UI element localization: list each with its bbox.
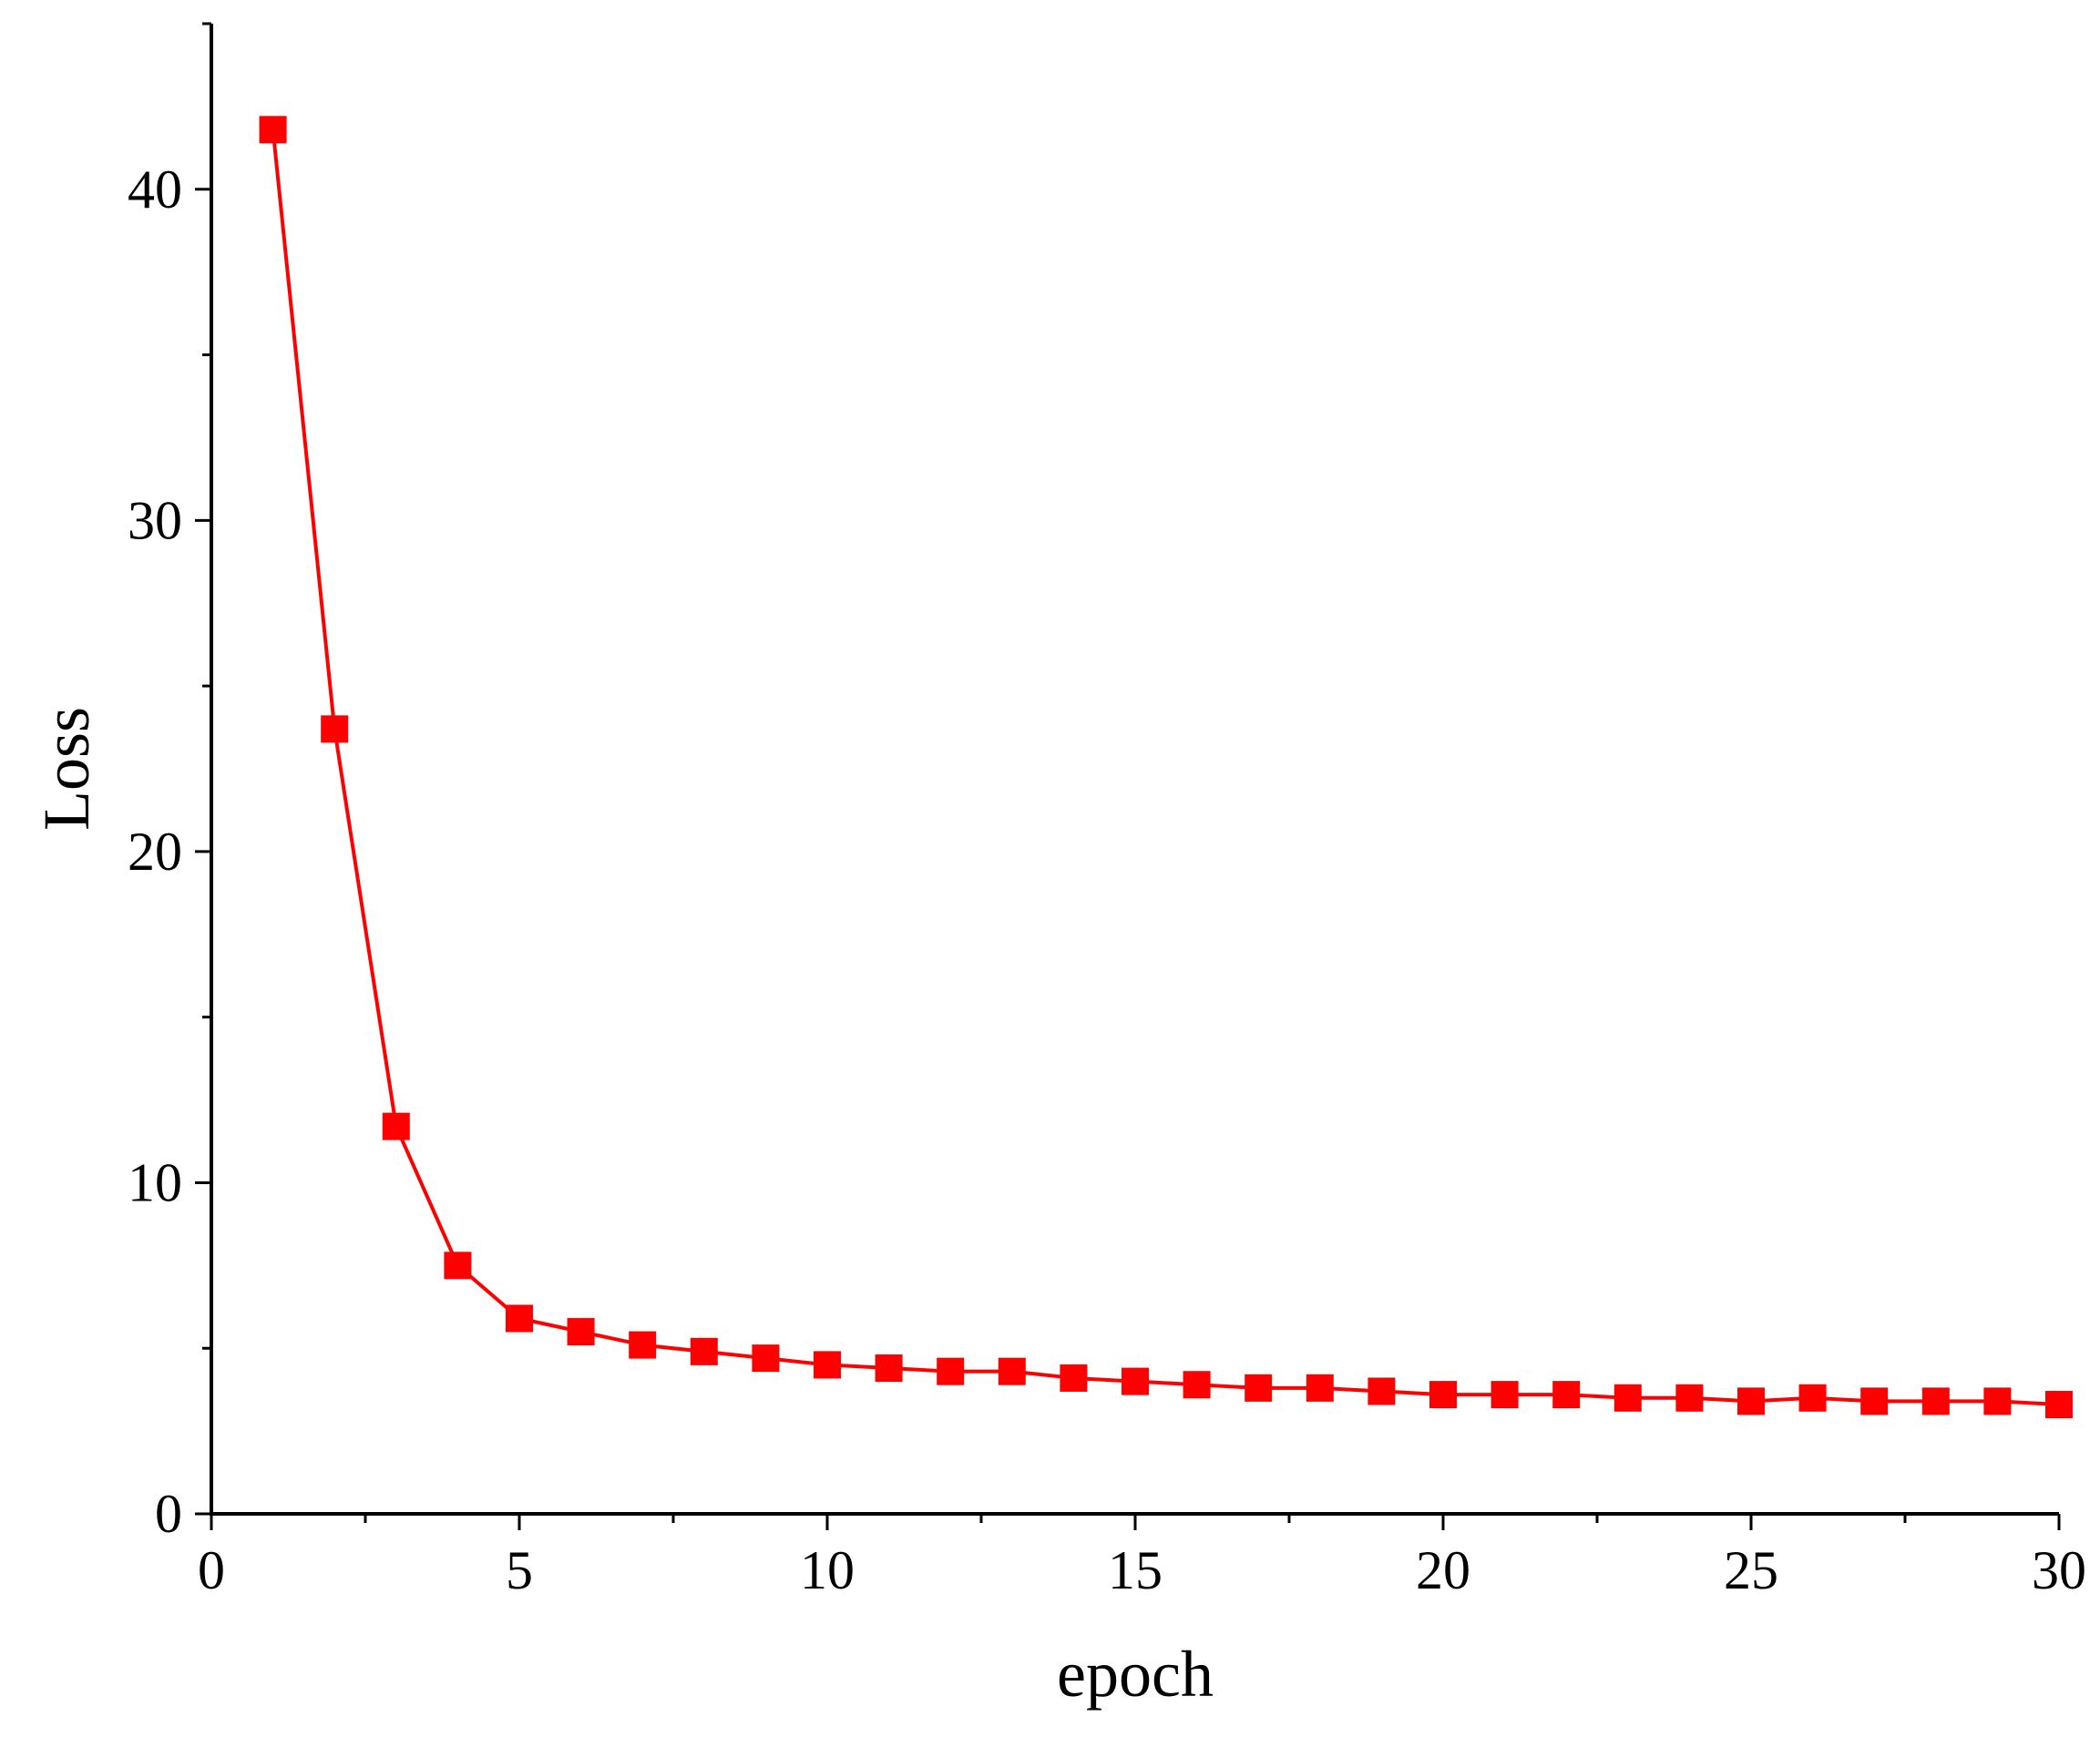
series-line-segment	[394, 1125, 460, 1267]
data-point-marker	[1860, 1387, 1889, 1415]
x-tick-label: 0	[198, 1540, 225, 1600]
data-point-marker	[1122, 1367, 1149, 1395]
data-point-marker	[1429, 1381, 1457, 1409]
plot-area	[259, 116, 2073, 1419]
y-tick-label: 30	[128, 490, 182, 550]
x-tick-label: 10	[800, 1540, 855, 1600]
data-point-marker	[1983, 1387, 2012, 1415]
data-point-marker	[1306, 1374, 1334, 1402]
x-tick-label: 20	[1416, 1540, 1470, 1600]
y-tick-label: 20	[128, 822, 182, 882]
data-point-marker	[937, 1357, 965, 1385]
data-point-marker	[1613, 1384, 1642, 1412]
data-point-marker	[1798, 1384, 1827, 1412]
data-point-marker	[1368, 1377, 1396, 1405]
data-point-marker	[752, 1344, 780, 1373]
data-point-marker	[259, 116, 287, 144]
data-point-marker	[1675, 1384, 1704, 1412]
data-point-marker	[875, 1354, 903, 1383]
data-point-marker	[444, 1252, 472, 1280]
data-point-marker	[1245, 1374, 1273, 1402]
data-point-marker	[814, 1351, 841, 1379]
series-line-segment	[333, 729, 398, 1127]
x-tick-label: 30	[2032, 1540, 2086, 1600]
data-point-marker	[1060, 1364, 1088, 1392]
data-point-marker	[1490, 1381, 1519, 1409]
data-point-marker	[998, 1357, 1026, 1385]
y-tick-label: 0	[155, 1484, 182, 1544]
y-tick-label: 40	[128, 159, 182, 220]
data-point-marker	[321, 715, 349, 743]
data-point-marker	[1183, 1371, 1211, 1399]
data-point-marker	[382, 1112, 410, 1140]
series-line-segment	[271, 129, 337, 730]
axes: 0 5 10 15 20 25 30 0 10 20 30 40	[128, 22, 2086, 1600]
data-point-marker	[567, 1318, 595, 1346]
data-point-marker	[690, 1337, 718, 1365]
x-tick-label: 5	[506, 1540, 533, 1600]
data-point-marker	[2045, 1391, 2073, 1419]
data-point-marker	[1552, 1381, 1581, 1409]
data-point-marker	[1921, 1387, 1950, 1415]
data-point-marker	[629, 1331, 657, 1359]
data-point-marker	[506, 1304, 533, 1333]
y-tick-label: 10	[128, 1152, 182, 1212]
x-tick-label: 25	[1724, 1540, 1778, 1600]
data-point-marker	[1737, 1387, 1765, 1415]
y-axis-title: Loss	[30, 707, 103, 831]
x-tick-label: 15	[1108, 1540, 1163, 1600]
x-axis-title: epoch	[1057, 1638, 1214, 1711]
